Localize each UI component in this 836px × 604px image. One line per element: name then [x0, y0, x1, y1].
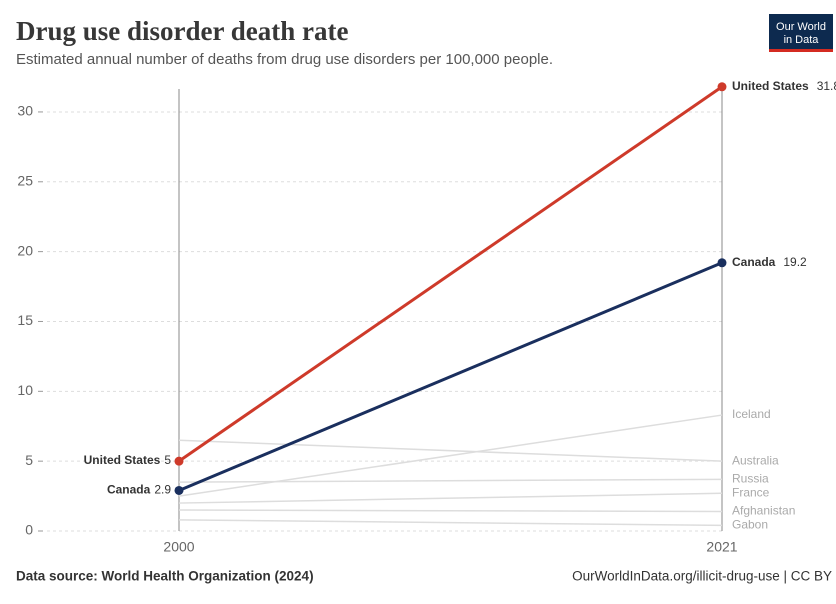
series-label: United States 5: [84, 453, 172, 467]
value-label: 5: [164, 453, 171, 467]
series-name: United States: [732, 79, 809, 93]
series-line: [178, 492, 723, 504]
x-tick-label: 2021: [706, 539, 737, 555]
series-line: [178, 439, 723, 462]
value-label: 19.2: [783, 255, 807, 269]
source: Data source: World Health Organization (…: [16, 569, 314, 584]
point: [717, 82, 727, 92]
y-tick-label: 10: [17, 382, 33, 398]
series-name: Canada: [107, 483, 151, 497]
chart-title: Drug use disorder death rate: [16, 16, 348, 46]
point: [174, 456, 184, 466]
y-tick-label: 30: [17, 103, 33, 119]
logo-text: Our World: [776, 21, 826, 33]
series-name: Canada: [732, 255, 776, 269]
series-label: Russia: [732, 471, 769, 485]
series-line: [178, 261, 723, 492]
series-line: [178, 414, 723, 497]
series-label: France: [732, 485, 770, 499]
series-line: [178, 85, 723, 463]
series-label: Australia: [732, 453, 779, 467]
value-label: 2.9: [154, 483, 171, 497]
logo-bar: [769, 49, 833, 52]
logo-box: [769, 14, 833, 50]
series-name: United States: [84, 453, 161, 467]
point: [717, 258, 727, 268]
y-tick-label: 20: [17, 242, 33, 258]
y-tick-label: 5: [25, 452, 33, 468]
series-line: [178, 519, 723, 527]
value-label: 31.8: [817, 79, 836, 93]
series-label: Gabon: [732, 518, 768, 532]
series-label: Iceland: [732, 407, 771, 421]
point: [174, 485, 184, 495]
series-label: Canada 2.9: [107, 483, 171, 497]
y-tick-label: 25: [17, 172, 33, 188]
logo-text: in Data: [784, 34, 820, 46]
source-url: OurWorldInData.org/illicit-drug-use | CC…: [572, 569, 832, 584]
series-label: Afghanistan: [732, 504, 795, 518]
series-line: [178, 509, 723, 513]
x-tick-label: 2000: [163, 539, 194, 555]
y-tick-label: 0: [25, 522, 33, 538]
series-line: [178, 478, 723, 483]
y-tick-label: 15: [17, 312, 33, 328]
chart-subtitle: Estimated annual number of deaths from d…: [16, 51, 553, 68]
series-label: United States 31.8: [732, 79, 836, 93]
series-label: Canada 19.2: [732, 255, 807, 269]
